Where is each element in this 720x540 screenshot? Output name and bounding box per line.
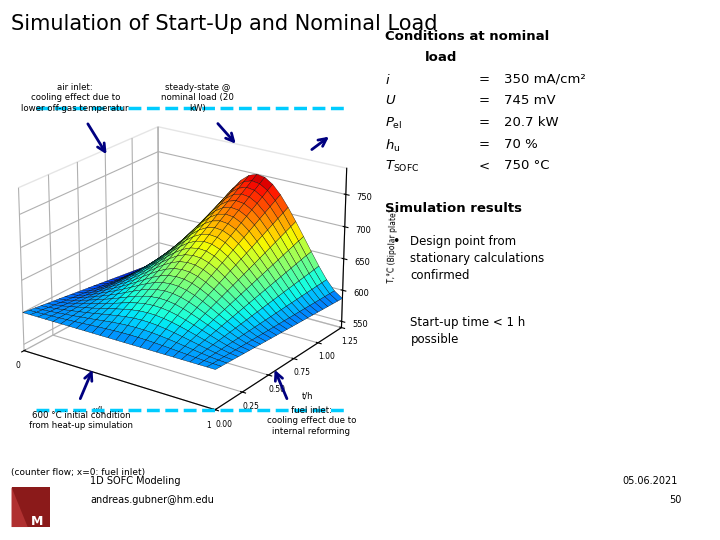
Text: 750 °C: 750 °C: [504, 159, 549, 172]
Text: <: <: [479, 159, 490, 172]
Text: $P_\mathregular{el}$: $P_\mathregular{el}$: [385, 116, 402, 131]
Y-axis label: t/h: t/h: [302, 392, 313, 400]
Text: =: =: [479, 116, 490, 129]
Text: (counter flow; x=0: fuel inlet): (counter flow; x=0: fuel inlet): [11, 468, 145, 477]
Text: $i$: $i$: [385, 73, 391, 87]
Text: $T_\mathregular{SOFC}$: $T_\mathregular{SOFC}$: [385, 159, 420, 174]
Text: =: =: [479, 138, 490, 151]
Text: Conditions at nominal: Conditions at nominal: [385, 30, 549, 43]
Text: Start-up time < 1 h
possible: Start-up time < 1 h possible: [410, 316, 526, 346]
Text: Simulation of Start-Up and Nominal Load: Simulation of Start-Up and Nominal Load: [11, 14, 437, 33]
FancyBboxPatch shape: [12, 487, 50, 527]
Text: load: load: [425, 51, 457, 64]
X-axis label: x/L: x/L: [92, 406, 105, 415]
Text: andreas.gubner@hm.edu: andreas.gubner@hm.edu: [90, 495, 214, 505]
Text: 745 mV: 745 mV: [504, 94, 556, 107]
Text: air inlet:
cooling effect due to
lower off-gas temperatur: air inlet: cooling effect due to lower o…: [22, 83, 129, 113]
Text: M: M: [31, 515, 43, 528]
Text: 05.06.2021: 05.06.2021: [623, 476, 678, 487]
Text: 20.7 kW: 20.7 kW: [504, 116, 559, 129]
Text: 350 mA/cm²: 350 mA/cm²: [504, 73, 586, 86]
Text: fuel inlet:
cooling effect due to
internal reforming: fuel inlet: cooling effect due to intern…: [266, 406, 356, 436]
Text: $U$: $U$: [385, 94, 397, 107]
Text: 50: 50: [670, 495, 682, 505]
Text: =: =: [479, 73, 490, 86]
Text: Simulation results: Simulation results: [385, 202, 522, 215]
Text: $h_\mathregular{u}$: $h_\mathregular{u}$: [385, 138, 400, 154]
Text: 600 °C initial condition
from heat-up simulation: 600 °C initial condition from heat-up si…: [29, 411, 133, 430]
Text: 1D SOFC Modeling: 1D SOFC Modeling: [90, 476, 181, 487]
Text: =: =: [479, 94, 490, 107]
Polygon shape: [12, 487, 27, 527]
Text: Design point from
stationary calculations
confirmed: Design point from stationary calculation…: [410, 235, 544, 282]
Text: 70 %: 70 %: [504, 138, 538, 151]
Text: steady-state @
nominal load (20
kW): steady-state @ nominal load (20 kW): [161, 83, 234, 113]
Text: •: •: [392, 235, 400, 248]
